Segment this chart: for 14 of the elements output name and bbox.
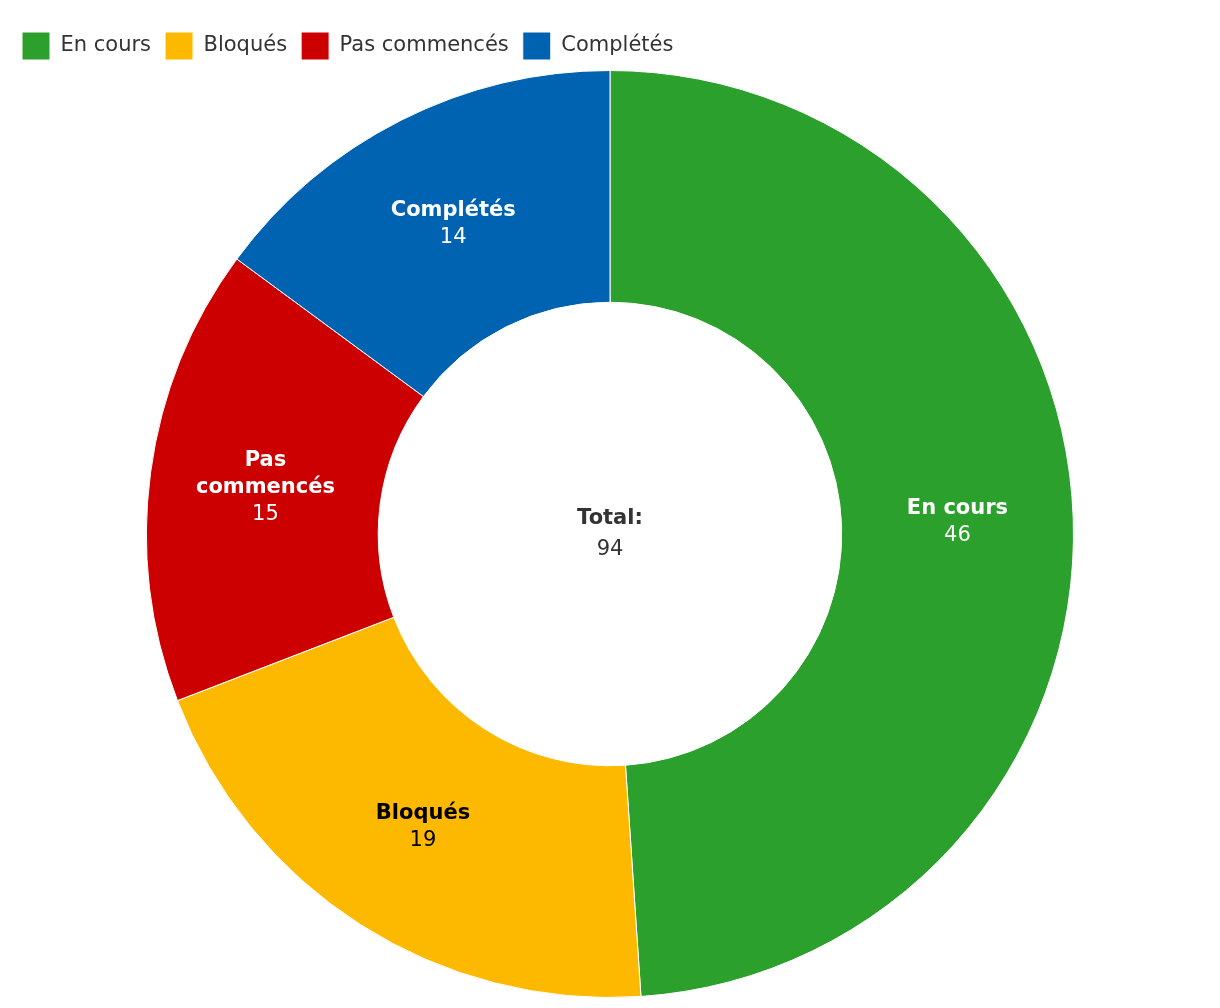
legend-label: En cours [60,32,152,57]
data-label: 46 [944,522,971,547]
slice-label: En cours [906,495,1009,520]
legend-label: Pas commencés [339,32,509,57]
data-label: 19 [409,826,437,851]
slice-label: Bloqués [375,799,471,824]
slice-label: Complétés [390,196,516,221]
data-label: 15 [252,501,279,526]
data-label: 14 [439,223,467,248]
text: 94 [596,535,624,560]
text: Total: [577,504,643,529]
legend-label: Bloqués [203,32,288,57]
legend-label: Complétés [561,32,674,57]
slice-label: Pas commencés [195,447,335,499]
